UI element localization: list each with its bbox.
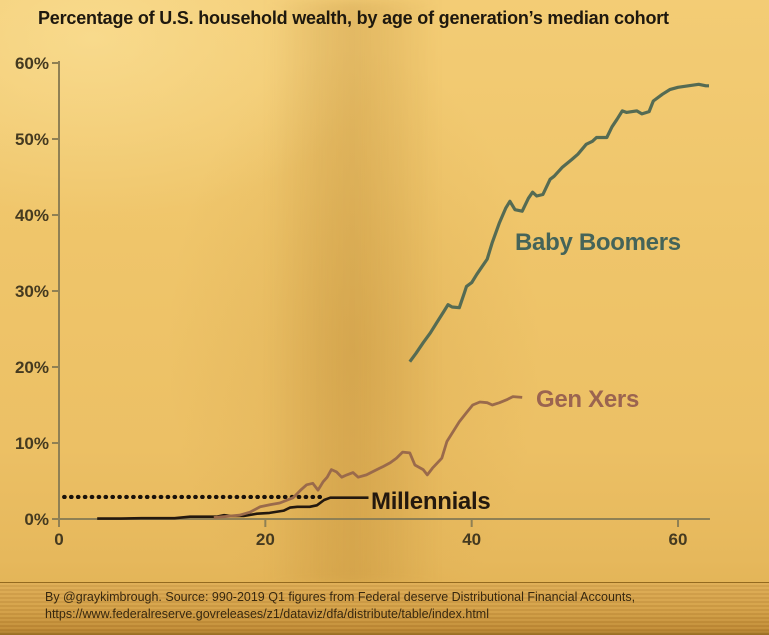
y-tick-label: 0%: [24, 510, 49, 529]
baby-boomers-label: Baby Boomers: [515, 229, 681, 256]
y-tick-label: 40%: [15, 206, 49, 225]
millennials-label: Millennials: [371, 488, 491, 515]
y-tick-label: 60%: [15, 54, 49, 73]
source-footer: By @graykimbrough. Source: 990-2019 Q1 f…: [0, 582, 769, 635]
y-tick-label: 30%: [15, 282, 49, 301]
baby-boomers-line: [408, 82, 709, 363]
gen-xers-label: Gen Xers: [536, 386, 639, 413]
source-attribution: By @graykimbrough. Source: 990-2019 Q1 f…: [45, 590, 636, 604]
x-tick-label: 0: [54, 530, 63, 549]
chart-title: Percentage of U.S. household wealth, by …: [38, 8, 669, 28]
source-url: https://www.federalreserve.govreleases/z…: [45, 607, 489, 621]
y-tick-label: 10%: [15, 434, 49, 453]
x-tick-label: 20: [256, 530, 275, 549]
x-tick-label: 60: [669, 530, 688, 549]
background-silhouette: [268, 0, 438, 585]
gen-xers-line: [213, 395, 523, 519]
y-tick-label: 50%: [15, 130, 49, 149]
x-tick-label: 40: [462, 530, 481, 549]
millennials-line: [97, 496, 369, 520]
y-tick-label: 20%: [15, 358, 49, 377]
